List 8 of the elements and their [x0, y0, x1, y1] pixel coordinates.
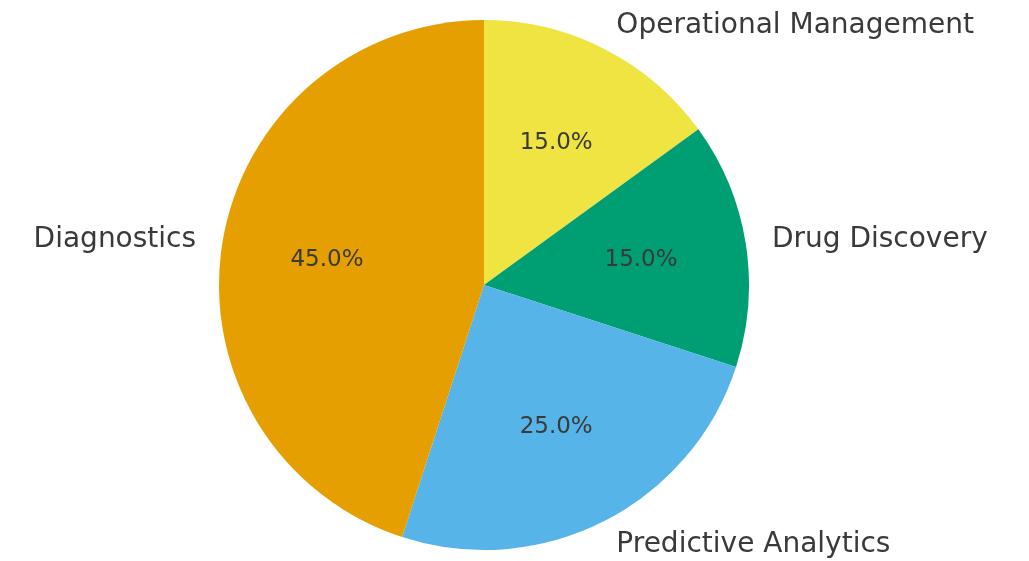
- data-label: 25.0%: [519, 411, 593, 438]
- data-label: 15.0%: [604, 245, 678, 272]
- slice-label: Diagnostics: [33, 220, 197, 254]
- slice-label: Operational Management: [616, 6, 974, 40]
- data-label: 15.0%: [519, 128, 593, 155]
- data-label: 45.0%: [290, 245, 364, 272]
- slice-label: Drug Discovery: [771, 220, 988, 254]
- slice-label: Predictive Analytics: [616, 526, 891, 560]
